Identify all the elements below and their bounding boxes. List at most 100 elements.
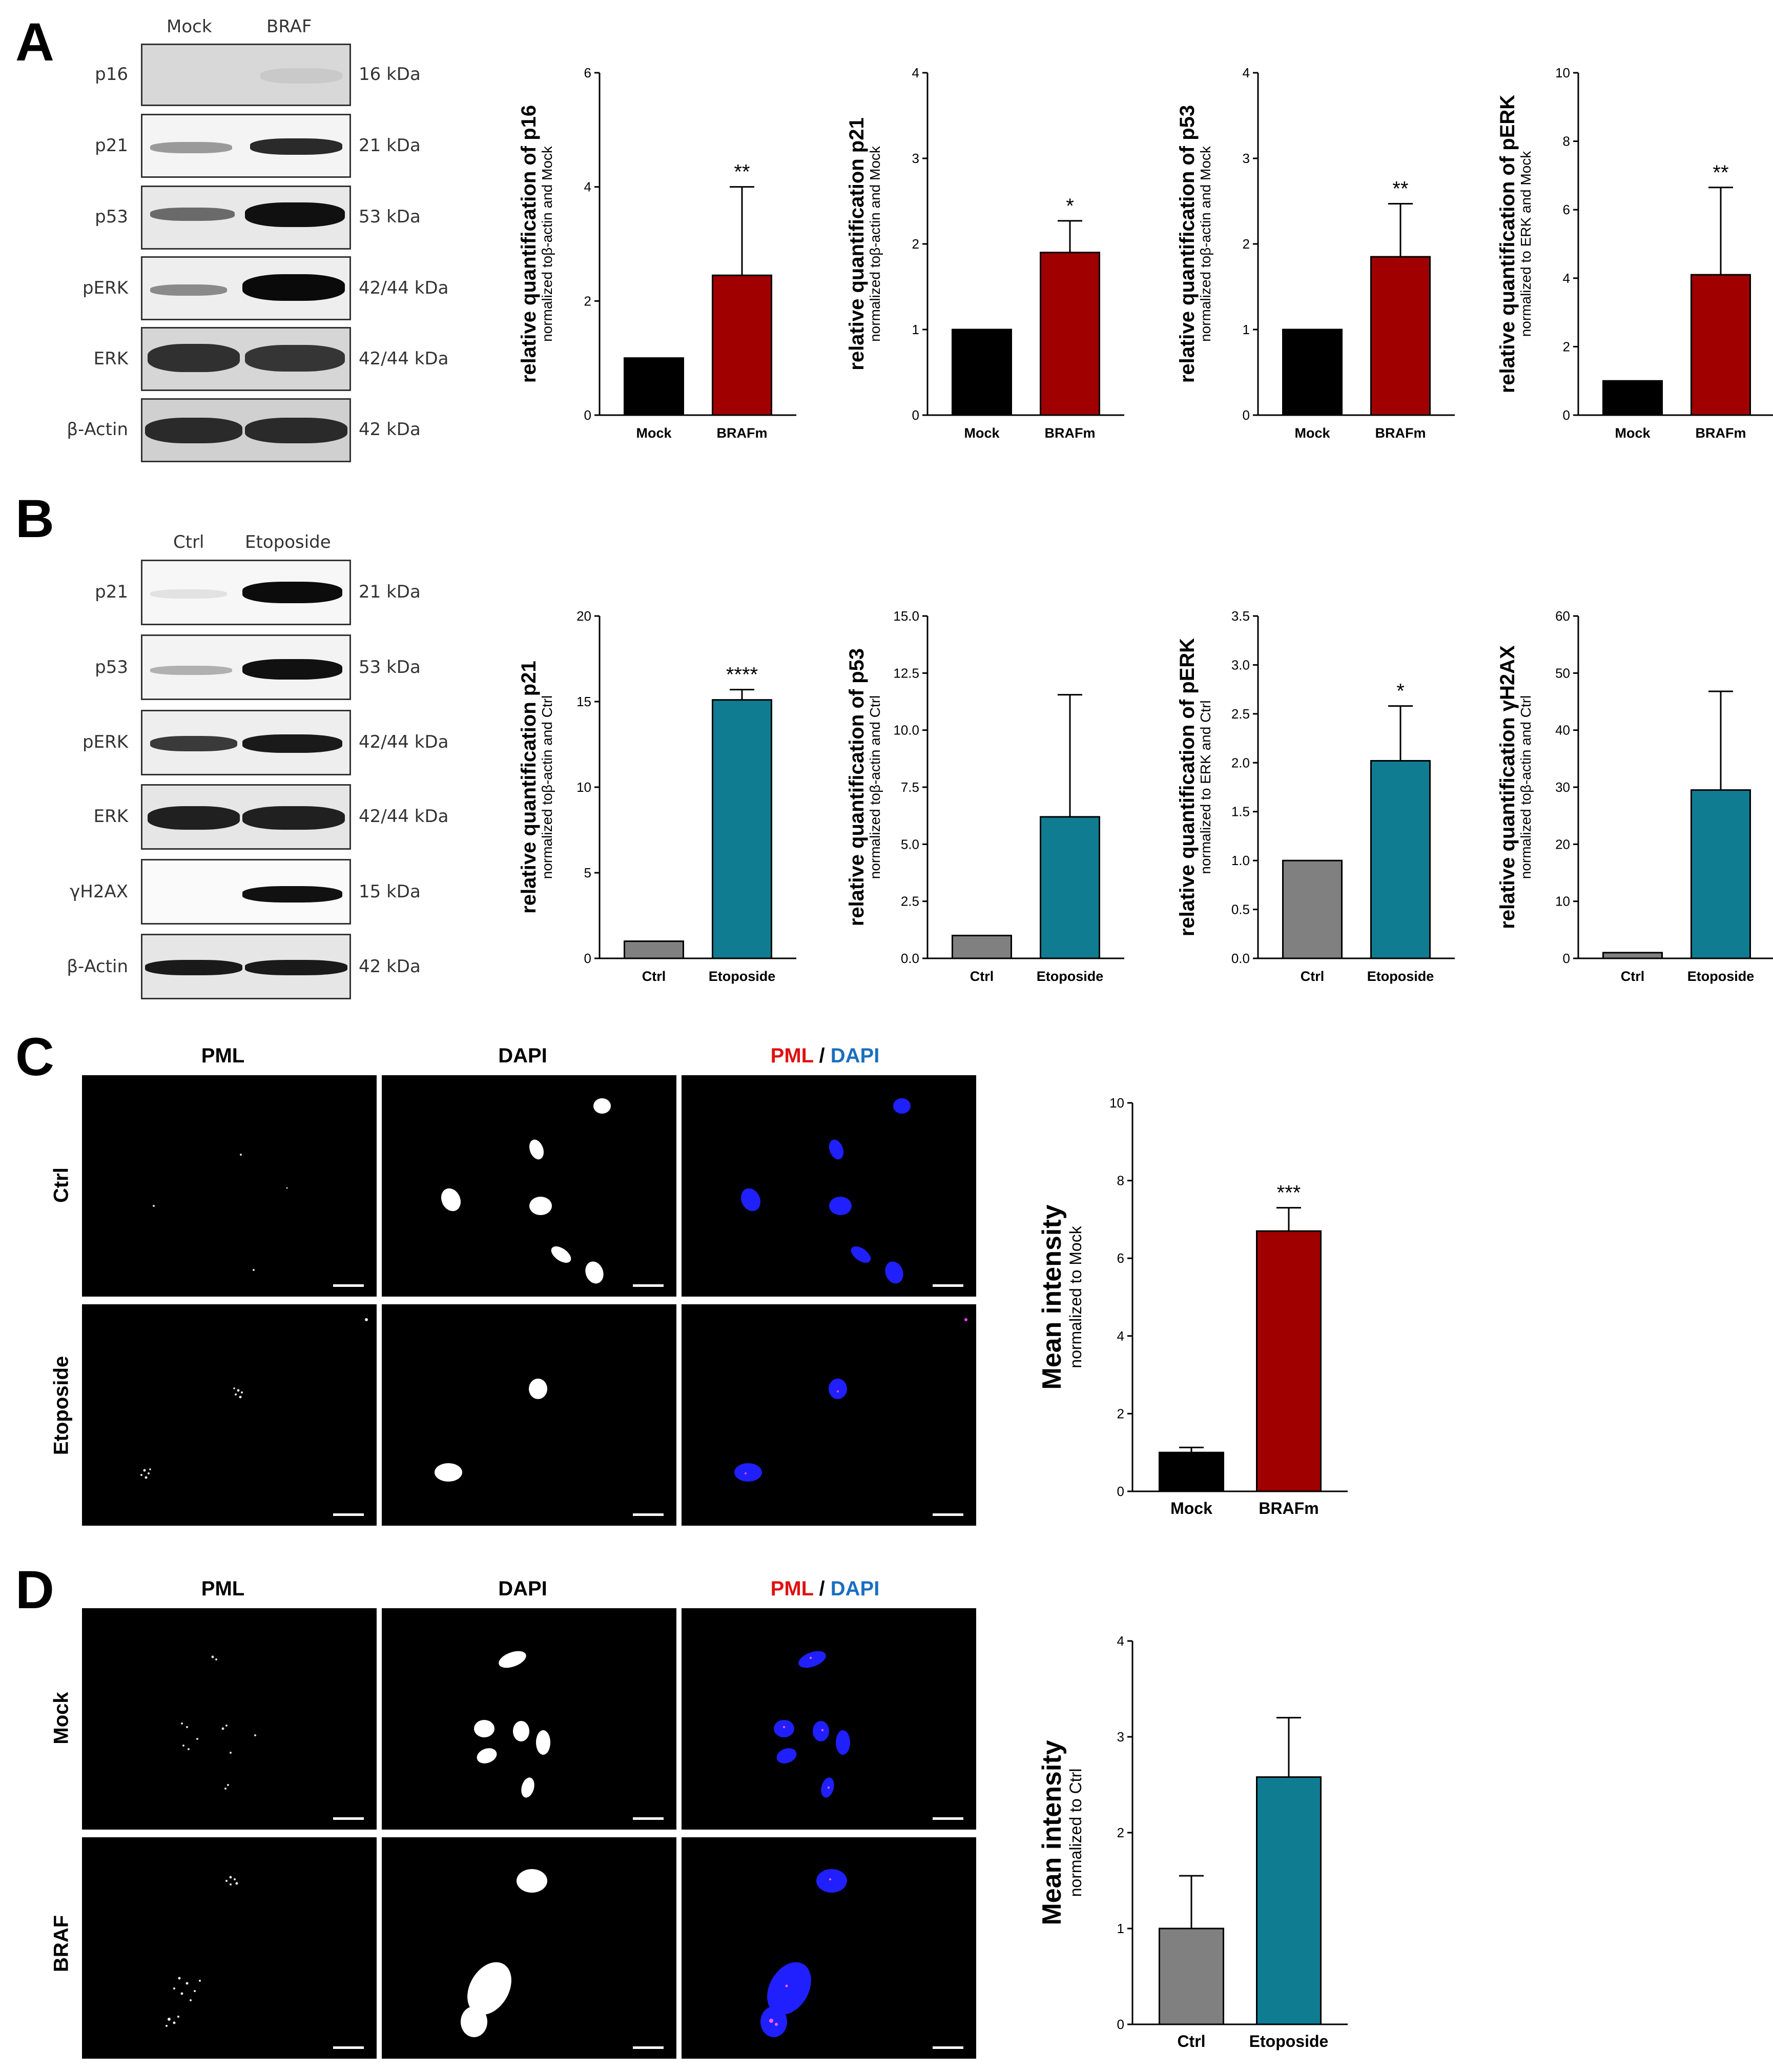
bar — [1040, 816, 1100, 959]
panel-letter-c: C — [15, 1027, 54, 1087]
blot-strip — [141, 114, 351, 178]
blot-label: β-Actin — [67, 956, 128, 977]
column-header-merge: PML / DAPI — [682, 1577, 968, 1601]
y-tick-label: 8 — [1563, 134, 1570, 149]
y-tick-label: 8 — [1117, 1173, 1124, 1188]
micrograph-merge-ctrl — [682, 1075, 976, 1297]
bar — [1256, 1776, 1322, 2025]
bar — [952, 934, 1012, 959]
y-axis-sublabel: normalized to ERK and Ctrl — [1198, 700, 1213, 874]
y-tick-label: 6 — [1563, 202, 1570, 217]
y-axis-sublabel: normalized toβ-actin and Mock — [867, 146, 883, 342]
y-tick-label: 40 — [1555, 723, 1570, 738]
bar — [712, 274, 772, 416]
row-label-braf: BRAF — [50, 1915, 73, 1973]
bar — [952, 329, 1012, 416]
y-tick-label: 3.0 — [1231, 657, 1250, 672]
blot-size: 21 kDa — [359, 582, 421, 602]
significance-mark: **** — [726, 664, 758, 686]
y-axis-label: relative quantification of p53 — [1176, 105, 1199, 383]
y-tick-label: 3 — [912, 151, 919, 166]
blot-label: ERK — [93, 806, 128, 827]
y-axis-label: relative quantification of p16 — [518, 105, 540, 383]
significance-mark: ** — [734, 161, 750, 183]
y-tick-label: 30 — [1555, 779, 1570, 795]
chart-b-gh2ax: relative quantification γH2AXnormalized … — [1496, 608, 1773, 984]
x-tick-label: Mock — [1615, 425, 1651, 441]
y-axis-sublabel: normalized to ERK and Mock — [1518, 151, 1534, 337]
blot-strip — [141, 398, 351, 462]
micrograph-pml-braf — [82, 1837, 377, 2059]
y-tick-label: 7.5 — [901, 779, 919, 795]
micrograph-dapi-braf — [382, 1837, 676, 2059]
panel-letter-b: B — [15, 489, 54, 549]
y-tick-label: 6 — [1117, 1250, 1124, 1266]
micrograph-pml-etoposide — [82, 1304, 377, 1526]
chart-a-p16: relative quantification of p16normalized… — [518, 65, 796, 441]
merge-pml-label: PML — [770, 1577, 814, 1600]
y-axis-label: Mean intensity — [1037, 1204, 1067, 1389]
y-tick-label: 15 — [576, 694, 591, 709]
y-tick-label: 3 — [1117, 1729, 1124, 1745]
bar — [624, 940, 684, 959]
merge-separator: / — [813, 1577, 831, 1600]
x-tick-label: Ctrl — [1621, 969, 1645, 984]
blot-strip — [141, 186, 351, 250]
chart-c-mean-intensity: Mean intensity normalized to Mock 0 2 4 6 8 10 M… — [1037, 1095, 1348, 1517]
blot-strip — [141, 327, 351, 391]
row-label-etoposide: Etoposide — [50, 1356, 73, 1455]
blot-size: 42/44 kDa — [359, 732, 449, 752]
x-tick-label: Mock — [636, 425, 672, 441]
y-tick-label: 5.0 — [901, 836, 919, 852]
y-tick-label: 4 — [1117, 1328, 1124, 1344]
chart-a-perk: relative quantification of pERKnormalize… — [1496, 65, 1773, 441]
significance-mark: ** — [1713, 161, 1728, 184]
y-tick-label: 1 — [1117, 1921, 1124, 1936]
y-axis-sublabel: normalized to Mock — [1066, 1225, 1085, 1368]
x-tick-label: Etoposide — [709, 969, 776, 984]
blot-label: p53 — [95, 207, 128, 227]
bar — [1690, 274, 1751, 416]
blot-strip — [141, 710, 351, 775]
y-tick-label: 0 — [584, 951, 591, 966]
y-axis-label: relative quantification of pERK — [1176, 638, 1199, 936]
column-header-dapi: DAPI — [498, 1577, 547, 1600]
y-axis-sublabel: normalized toβ-actin and Ctrl — [867, 695, 883, 879]
y-tick-label: 2 — [1243, 236, 1250, 252]
y-tick-label: 1.5 — [1231, 804, 1250, 819]
micrograph-pml-ctrl — [82, 1075, 377, 1297]
blot-label: γH2AX — [70, 881, 128, 902]
y-tick-label: 5 — [584, 865, 591, 880]
x-tick-label: Ctrl — [642, 969, 666, 984]
y-axis-label: relative quantification of pERK — [1496, 95, 1519, 393]
micrograph-merge-etoposide — [682, 1304, 976, 1526]
y-tick-label: 2.0 — [1231, 755, 1250, 770]
blot-size: 42 kDa — [359, 956, 421, 977]
y-tick-label: 1.0 — [1231, 853, 1250, 868]
y-tick-label: 2 — [584, 293, 591, 309]
y-tick-label: 2 — [912, 236, 919, 252]
blot-size: 42/44 kDa — [359, 806, 449, 827]
x-tick-label: Etoposide — [1687, 969, 1755, 984]
y-tick-label: 4 — [584, 179, 591, 195]
y-tick-label: 20 — [1555, 836, 1570, 852]
blot-size: 42/44 kDa — [359, 348, 449, 369]
blot-label: p21 — [95, 582, 128, 602]
micrograph-dapi-mock — [382, 1608, 676, 1830]
y-tick-label: 10.0 — [893, 723, 919, 738]
chart-d-mean-intensity: Mean intensity normalized to Ctrl 0 1 2 3 4 Ctr… — [1037, 1633, 1348, 2050]
y-axis-label: Mean intensity — [1037, 1740, 1067, 1925]
bar — [1370, 760, 1431, 959]
blot-column-braf: BRAF — [266, 16, 312, 37]
y-tick-label: 2.5 — [1231, 706, 1250, 722]
y-tick-label: 15.0 — [893, 608, 919, 624]
blot-label: pERK — [83, 278, 128, 298]
x-tick-label: BRAFm — [1259, 1499, 1318, 1517]
blot-label: β-Actin — [67, 419, 128, 440]
y-tick-label: 0 — [1563, 951, 1570, 966]
blot-label: p21 — [95, 135, 128, 156]
y-tick-label: 0.5 — [1231, 902, 1250, 917]
blot-strip — [141, 44, 351, 106]
merge-dapi-label: DAPI — [830, 1577, 880, 1600]
